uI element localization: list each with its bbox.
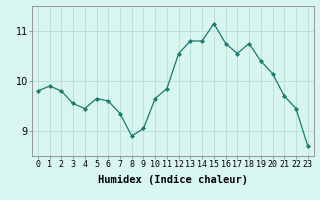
X-axis label: Humidex (Indice chaleur): Humidex (Indice chaleur) [98, 175, 248, 185]
